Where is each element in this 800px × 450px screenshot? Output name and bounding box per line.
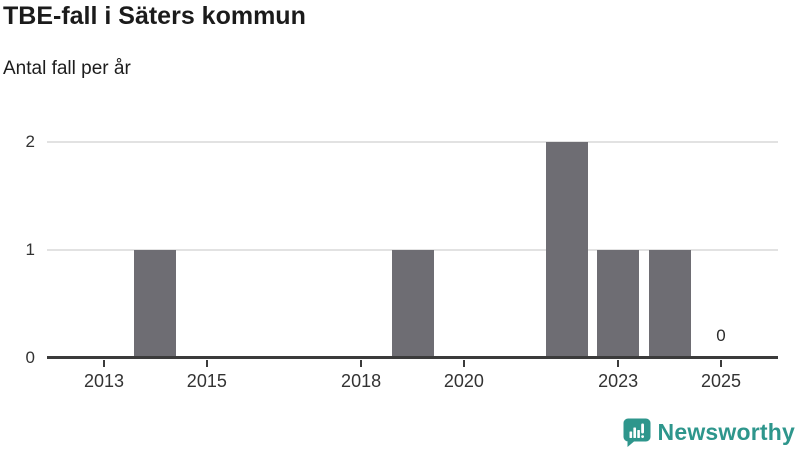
newsworthy-branding-link[interactable]: Newsworthy (623, 418, 795, 447)
x-axis-label-2013: 2013 (83, 371, 125, 391)
gridline-2 (47, 141, 778, 143)
chart-subtitle: Antal fall per år (3, 58, 131, 79)
x-axis-line (47, 356, 778, 359)
newsworthy-wordmark: Newsworthy (657, 419, 795, 445)
bar-2024 (648, 250, 691, 358)
x-axis-tick-2025 (720, 360, 722, 367)
x-axis-label-2015: 2015 (186, 371, 227, 391)
x-axis-tick-2018 (360, 360, 363, 367)
bar-2014 (134, 250, 177, 358)
bar-chart-plot-area: 0 1 2 2013 2015 2018 2020 2023 2025 0 (26, 120, 778, 391)
y-axis-label-1: 1 (25, 240, 35, 259)
bar-2022 (545, 142, 588, 358)
x-axis-tick-2023 (617, 360, 620, 367)
chart-title: TBE-fall i Säters kommun (3, 2, 306, 30)
x-axis-label-2020: 2020 (443, 371, 484, 391)
x-axis-tick-2020 (462, 360, 465, 367)
newsworthy-logo-icon (623, 418, 651, 447)
value-label-2025: 0 (716, 326, 726, 345)
bar-2019 (391, 250, 434, 358)
x-axis-label-2025: 2025 (700, 371, 742, 391)
x-axis-label-2023: 2023 (598, 371, 639, 391)
x-axis-label-2018: 2018 (341, 371, 382, 391)
y-axis-label-2: 2 (25, 132, 35, 151)
x-axis-tick-2015 (205, 360, 208, 367)
logo-mini-bars (629, 423, 644, 438)
bar-2023 (597, 250, 640, 358)
x-axis-tick-2013 (103, 360, 105, 367)
y-axis-label-0: 0 (25, 348, 35, 367)
